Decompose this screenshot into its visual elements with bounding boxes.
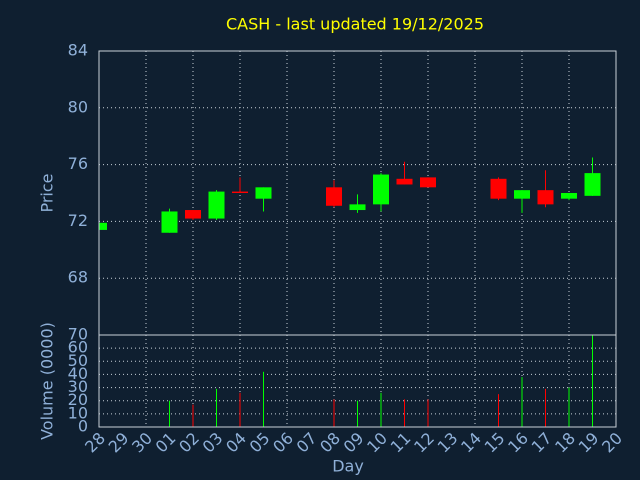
volume-frame bbox=[98, 334, 617, 428]
candle-body bbox=[490, 178, 507, 199]
volume-tick-label: 60 bbox=[68, 338, 88, 357]
x-tick-label: 20 bbox=[598, 429, 626, 457]
volume-bar bbox=[404, 399, 405, 427]
candle-body bbox=[537, 190, 554, 205]
volume-axis-label: Volume (0000) bbox=[38, 322, 57, 440]
y-tick-label: 84 bbox=[68, 41, 88, 60]
candle-body bbox=[420, 177, 436, 188]
y-tick-label: 80 bbox=[68, 97, 88, 116]
candle-body bbox=[326, 187, 342, 206]
volume-bar bbox=[216, 388, 217, 427]
volume-bar bbox=[545, 388, 546, 427]
volume-bar bbox=[169, 400, 170, 427]
volume-tick-label: 20 bbox=[68, 390, 88, 409]
x-axis-label: Day bbox=[332, 457, 364, 476]
candle-body bbox=[208, 191, 225, 219]
volume-bar bbox=[263, 371, 264, 427]
volume-bar bbox=[568, 387, 570, 427]
candle-body bbox=[185, 210, 201, 219]
volume-tick-label: 50 bbox=[68, 351, 88, 370]
volume-bar bbox=[333, 399, 335, 427]
candle-body bbox=[99, 222, 107, 230]
y-axis-label: Price bbox=[38, 173, 57, 212]
y-tick-label: 68 bbox=[68, 268, 88, 287]
candle-body bbox=[584, 173, 601, 196]
y-tick-label: 72 bbox=[68, 211, 88, 230]
volume-bar bbox=[357, 400, 358, 427]
volume-bar bbox=[192, 404, 194, 427]
volume-tick-label: 30 bbox=[68, 377, 88, 396]
volume-tick-label: 10 bbox=[68, 403, 88, 422]
volume-tick-label: 70 bbox=[68, 325, 88, 344]
volume-bar bbox=[521, 377, 523, 427]
volume-bar bbox=[427, 399, 429, 427]
y-tick-label: 76 bbox=[68, 154, 88, 173]
volume-bar bbox=[592, 335, 593, 427]
volume-bar bbox=[239, 392, 241, 427]
candle-body bbox=[232, 191, 248, 193]
candle-body bbox=[161, 211, 178, 233]
candle-body bbox=[514, 190, 530, 199]
candle-body bbox=[396, 178, 413, 185]
candle-body bbox=[561, 193, 577, 199]
chart-title: CASH - last updated 19/12/2025 bbox=[226, 15, 484, 34]
volume-plot bbox=[99, 335, 616, 427]
volume-bar bbox=[498, 394, 499, 427]
candle-body bbox=[255, 187, 272, 199]
volume-tick-label: 40 bbox=[68, 364, 88, 383]
candle-body bbox=[349, 204, 366, 211]
volume-bar bbox=[380, 392, 382, 427]
volume-tick-label: 0 bbox=[78, 417, 88, 436]
candle-body bbox=[373, 174, 389, 205]
price-plot bbox=[99, 51, 616, 335]
